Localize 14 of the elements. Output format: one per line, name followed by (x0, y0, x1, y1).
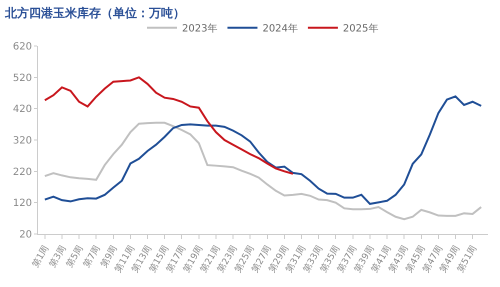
chart-title: 北方四港玉米库存（单位：万吨） (4, 6, 185, 20)
y-tick-label: 420 (12, 104, 32, 116)
y-tick-label: 520 (12, 72, 32, 84)
y-tick-label: 320 (12, 136, 32, 146)
legend-label: 2025年 (342, 22, 378, 35)
legend-label: 2024年 (262, 22, 298, 35)
legend-label: 2023年 (182, 22, 218, 35)
line-series (44, 122, 482, 220)
y-tick-label: 620 (12, 42, 32, 52)
line-series (44, 95, 482, 205)
y-tick-label: 20 (19, 230, 32, 240)
y-tick-label: 220 (12, 166, 32, 178)
line-series (44, 76, 294, 175)
y-tick-label: 120 (12, 198, 32, 210)
